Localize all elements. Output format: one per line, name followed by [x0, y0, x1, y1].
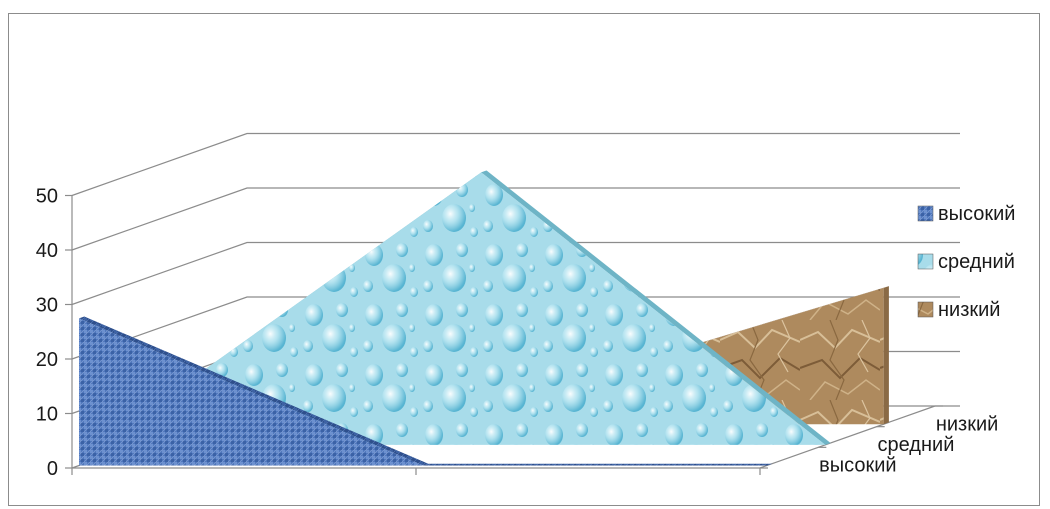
legend: высокий средний низкий [918, 203, 1015, 321]
y-tick-label: 10 [36, 404, 58, 426]
legend-label: низкий [938, 299, 1000, 321]
series-layer [79, 171, 889, 466]
legend-swatch [918, 206, 933, 221]
depth-label: высокий [819, 455, 896, 477]
depth-label: низкий [936, 413, 998, 435]
y-tick-label: 20 [36, 349, 58, 371]
series-end-face [884, 286, 889, 424]
legend-label: высокий [938, 203, 1015, 225]
y-tick-label: 30 [36, 295, 58, 317]
y-tick-label: 40 [36, 240, 58, 262]
legend-swatch [918, 302, 933, 317]
legend-label: средний [938, 251, 1015, 273]
depth-label: средний [878, 434, 955, 456]
series-top-surface [423, 464, 772, 466]
y-tick-label: 50 [36, 186, 58, 208]
legend-swatch [918, 254, 933, 269]
gridline [72, 134, 960, 196]
y-tick-label: 0 [47, 458, 58, 480]
y-axis: 0 10 20 30 40 50 [36, 186, 72, 481]
